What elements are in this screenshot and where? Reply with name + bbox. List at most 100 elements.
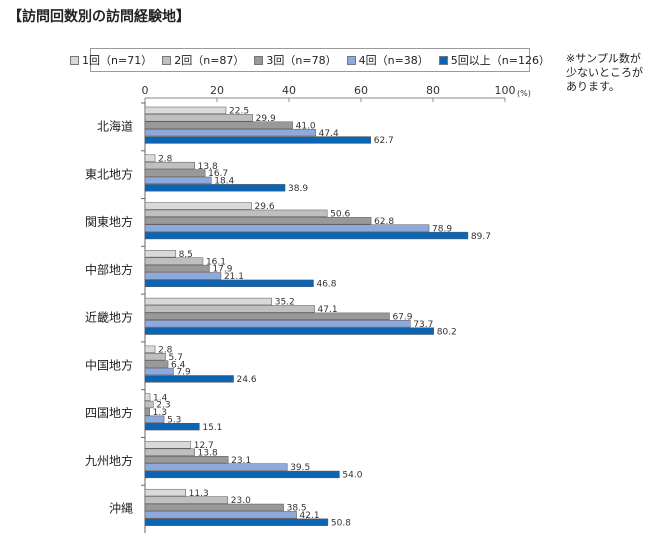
x-axis-unit: (%) [517,89,531,98]
bar [144,161,195,170]
data-label: 7.9 [176,368,191,378]
data-label: 80.2 [437,327,457,337]
bar [144,503,284,512]
bar [144,496,229,504]
legend-label: 4回（n=38） [358,54,429,67]
data-label: 21.1 [224,272,244,282]
legend-item: 1回（n=71） [70,52,152,68]
data-label: 29.6 [255,202,275,212]
data-label: 50.6 [330,210,350,220]
data-label: 16.7 [208,169,228,179]
category-label: 沖縄 [109,501,133,516]
bar [144,375,234,383]
bar [144,154,156,162]
bar [144,327,434,335]
bar [144,250,176,258]
data-label: 6.4 [171,360,186,370]
legend-label: 5回以上（n=126） [450,54,550,67]
bar [144,202,252,210]
data-label: 38.5 [287,504,307,514]
bar [144,408,150,416]
data-label: 42.1 [300,511,320,521]
data-label: 2.8 [158,345,173,355]
bar [144,305,315,313]
bar [144,345,156,353]
data-label: 46.8 [316,280,336,290]
bar [144,121,293,129]
data-label: 41.0 [296,121,316,131]
data-label: 73.7 [413,320,433,330]
legend-item: 5回以上（n=126） [438,52,550,68]
bar [144,400,154,409]
bar [144,224,430,232]
category-label: 近畿地方 [85,310,133,325]
bar [144,257,204,265]
x-tick-label: 0 [142,84,149,97]
bar [144,279,314,287]
data-label: 11.3 [189,489,209,499]
bar [144,320,411,328]
bar [144,272,222,280]
data-label: 38.9 [288,184,308,194]
data-label: 23.0 [231,496,251,506]
bar [144,169,206,177]
legend-item: 3回（n=78） [254,52,337,68]
data-label: 67.9 [392,313,412,323]
bar [144,463,288,471]
data-label: 39.5 [290,463,310,473]
bar [144,106,227,115]
legend-swatch [162,55,172,65]
data-label: 2.3 [156,401,170,411]
bar [144,136,371,144]
bar [144,209,328,218]
bar [144,488,186,497]
data-label: 5.3 [167,415,181,425]
bar [144,518,329,526]
x-tick-label: 40 [282,84,296,97]
data-label: 29.9 [256,114,276,124]
data-label: 47.4 [319,129,339,139]
bar [144,312,390,320]
category-label: 四国地方 [85,405,133,420]
legend: 1回（n=71） 2回（n=87） 3回（n=78） 4回（n=38） 5回以上（n=1… [70,48,550,72]
data-label: 12.7 [194,441,214,451]
data-label: 16.1 [206,257,226,267]
category-label: 関東地方 [85,214,133,229]
data-label: 89.7 [471,232,491,242]
bar [144,470,340,479]
sample-size-note: ※サンプル数が少ないところがあります。 [566,52,643,93]
data-label: 62.8 [374,217,394,227]
data-label: 50.8 [331,518,351,528]
bar [144,423,200,431]
category-label: 中国地方 [85,357,133,372]
bar [144,455,229,464]
data-label: 22.5 [229,107,249,117]
data-label: 1.3 [153,408,167,418]
data-label: 23.1 [231,456,251,466]
bar [144,448,195,456]
x-tick-label: 80 [426,84,440,97]
data-label: 13.8 [198,448,218,458]
legend-swatch [254,55,264,65]
data-label: 13.8 [198,162,218,172]
chart-title: 【訪問回数別の訪問経験地】 [8,9,190,25]
data-label: 17.9 [212,265,232,275]
data-label: 24.6 [237,375,257,385]
data-label: 47.1 [318,305,338,315]
legend-item: 4回（n=38） [346,52,429,68]
bar [144,360,169,368]
bar [144,441,191,449]
data-label: 1.4 [153,393,168,403]
bar [144,415,165,423]
data-label: 5.7 [169,353,183,363]
data-label: 8.5 [179,250,193,260]
bar [144,184,286,192]
category-label: 中部地方 [85,262,133,277]
bar [144,297,272,306]
data-label: 2.8 [158,154,173,164]
bar [144,231,469,240]
category-label: 東北地方 [85,166,133,181]
legend-label: 1回（n=71） [82,54,153,67]
bar [144,264,210,273]
